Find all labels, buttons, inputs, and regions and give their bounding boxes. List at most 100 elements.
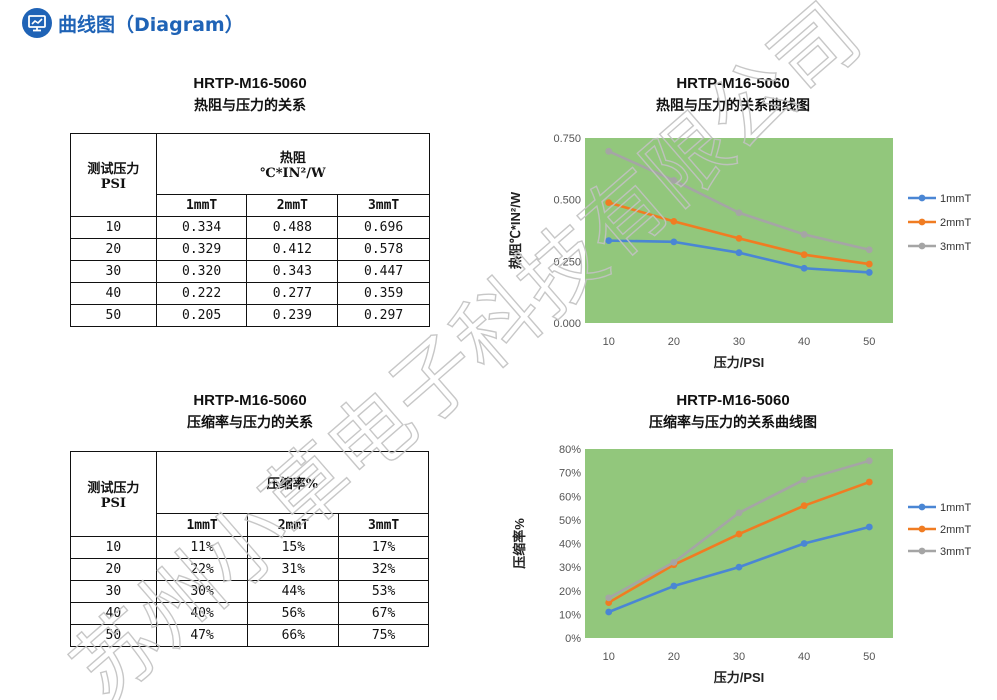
chart2-subtitle: 压缩率与压力的关系曲线图	[649, 415, 817, 431]
y-tick-label: 20%	[559, 586, 581, 598]
legend-marker	[918, 242, 926, 250]
data-point	[735, 509, 743, 517]
table-cell: 0.329	[155, 238, 248, 261]
table1-model: HRTP-M16-5060	[193, 75, 307, 92]
table1-metric-line2: ℃*IN²/W	[260, 166, 326, 181]
table-cell: 40	[70, 282, 157, 305]
table-cell: 0.239	[246, 304, 339, 327]
data-point	[605, 237, 613, 245]
y-axis-label: 压缩率%	[512, 518, 527, 569]
legend-marker	[918, 218, 926, 226]
data-point	[670, 238, 678, 246]
table-cell: 17%	[338, 536, 429, 559]
y-tick-label: 80%	[559, 444, 581, 456]
table-row: 50 0.205 0.239 0.297	[70, 304, 430, 327]
y-tick-label: 0.500	[553, 195, 581, 207]
table-cell: 0.205	[155, 304, 248, 327]
table1-metric-line1: 热阻	[279, 151, 306, 166]
table2-model: HRTP-M16-5060	[193, 392, 307, 409]
data-point	[735, 530, 743, 538]
table-cell: 53%	[338, 580, 429, 603]
table2-corner-line2: PSI	[100, 496, 126, 511]
table-cell: 20	[70, 238, 157, 261]
table1-corner-line2: PSI	[100, 177, 126, 192]
y-tick-label: 10%	[559, 609, 581, 621]
data-point	[735, 563, 743, 571]
table1-col-2mmT: 2mmT	[246, 194, 339, 217]
y-tick-label: 0.750	[553, 133, 581, 145]
plot-area	[585, 138, 893, 323]
y-tick-label: 50%	[559, 515, 581, 527]
data-point	[605, 199, 613, 207]
y-axis-label: 热阻℃*IN²/W	[508, 191, 523, 269]
table1-title: HRTP-M16-5060 热阻与压力的关系	[70, 72, 430, 118]
table2-col-1mmT: 1mmT	[155, 513, 249, 537]
legend-label: 3mmT	[940, 546, 971, 558]
table-cell: 0.488	[246, 216, 339, 239]
data-point	[865, 269, 873, 276]
table2-col-2mmT: 2mmT	[247, 513, 340, 537]
table-cell: 0.578	[337, 238, 430, 261]
table-cell: 30%	[155, 580, 249, 603]
compression-rate-table: 测试压力 PSI 压缩率% 1mmT 2mmT 3mmT 10 11% 15% …	[70, 450, 430, 647]
table-cell: 44%	[247, 580, 340, 603]
table-row: 40 0.222 0.277 0.359	[70, 282, 430, 305]
x-axis-label: 压力/PSI	[714, 670, 765, 685]
data-point	[865, 260, 873, 268]
section-header: 曲线图（Diagram）	[22, 8, 244, 38]
table2-corner-header: 测试压力 PSI	[70, 451, 157, 537]
data-point	[800, 540, 808, 547]
legend-label: 3mmT	[940, 241, 971, 253]
table-cell: 0.343	[246, 260, 339, 283]
table-cell: 50	[70, 304, 157, 327]
table-cell: 50	[70, 624, 157, 647]
legend-marker	[918, 503, 926, 511]
table-cell: 10	[70, 536, 157, 559]
table1-col-3mmT: 3mmT	[337, 194, 430, 217]
legend-marker	[918, 525, 926, 533]
data-point	[865, 523, 873, 531]
legend-label: 2mmT	[940, 217, 971, 229]
data-point	[865, 246, 873, 254]
chart-monitor-icon	[22, 8, 52, 38]
x-tick-label: 10	[603, 336, 615, 348]
table1-corner-header: 测试压力 PSI	[70, 133, 157, 217]
x-tick-label: 20	[668, 651, 680, 663]
legend-label: 1mmT	[940, 193, 971, 205]
table2-col-3mmT: 3mmT	[338, 513, 429, 537]
thermal-resistance-chart: 0.000 0.250 0.500 0.750 10 20 30 40 50 压力/PSI 热阻℃*…	[508, 133, 971, 370]
table1-col-1mmT: 1mmT	[155, 194, 248, 217]
table-cell: 56%	[247, 602, 340, 625]
table2-subtitle: 压缩率与压力的关系	[187, 415, 313, 431]
table-cell: 15%	[247, 536, 340, 559]
y-tick-label: 0.250	[553, 256, 581, 268]
data-point	[865, 457, 873, 465]
legend-marker	[918, 194, 926, 202]
data-point	[670, 582, 678, 590]
data-point	[800, 251, 808, 259]
chart2-model: HRTP-M16-5060	[676, 392, 790, 409]
table-cell: 0.277	[246, 282, 339, 305]
table-cell: 0.412	[246, 238, 339, 261]
table-cell: 0.696	[337, 216, 430, 239]
x-tick-label: 10	[603, 651, 615, 663]
table-row: 10 11% 15% 17%	[70, 536, 429, 559]
table-row: 20 0.329 0.412 0.578	[70, 238, 430, 261]
data-point	[735, 209, 743, 217]
data-point	[800, 502, 808, 510]
data-point	[800, 476, 808, 484]
data-point	[735, 234, 743, 242]
y-tick-label: 70%	[559, 468, 581, 480]
table-cell: 66%	[247, 624, 340, 647]
y-tick-label: 60%	[559, 491, 581, 503]
table-row: 50 47% 66% 75%	[70, 624, 429, 647]
table2-corner-line1: 测试压力	[87, 481, 140, 496]
table-cell: 40%	[155, 602, 249, 625]
legend-marker	[918, 547, 926, 555]
table-row: 40 40% 56% 67%	[70, 602, 429, 625]
data-point	[605, 599, 613, 606]
chart1-title: HRTP-M16-5060 热阻与压力的关系曲线图	[553, 72, 913, 118]
table-row: 10 0.334 0.488 0.696	[70, 216, 430, 239]
chart2-title: HRTP-M16-5060 压缩率与压力的关系曲线图	[553, 389, 913, 435]
table-cell: 32%	[338, 558, 429, 581]
